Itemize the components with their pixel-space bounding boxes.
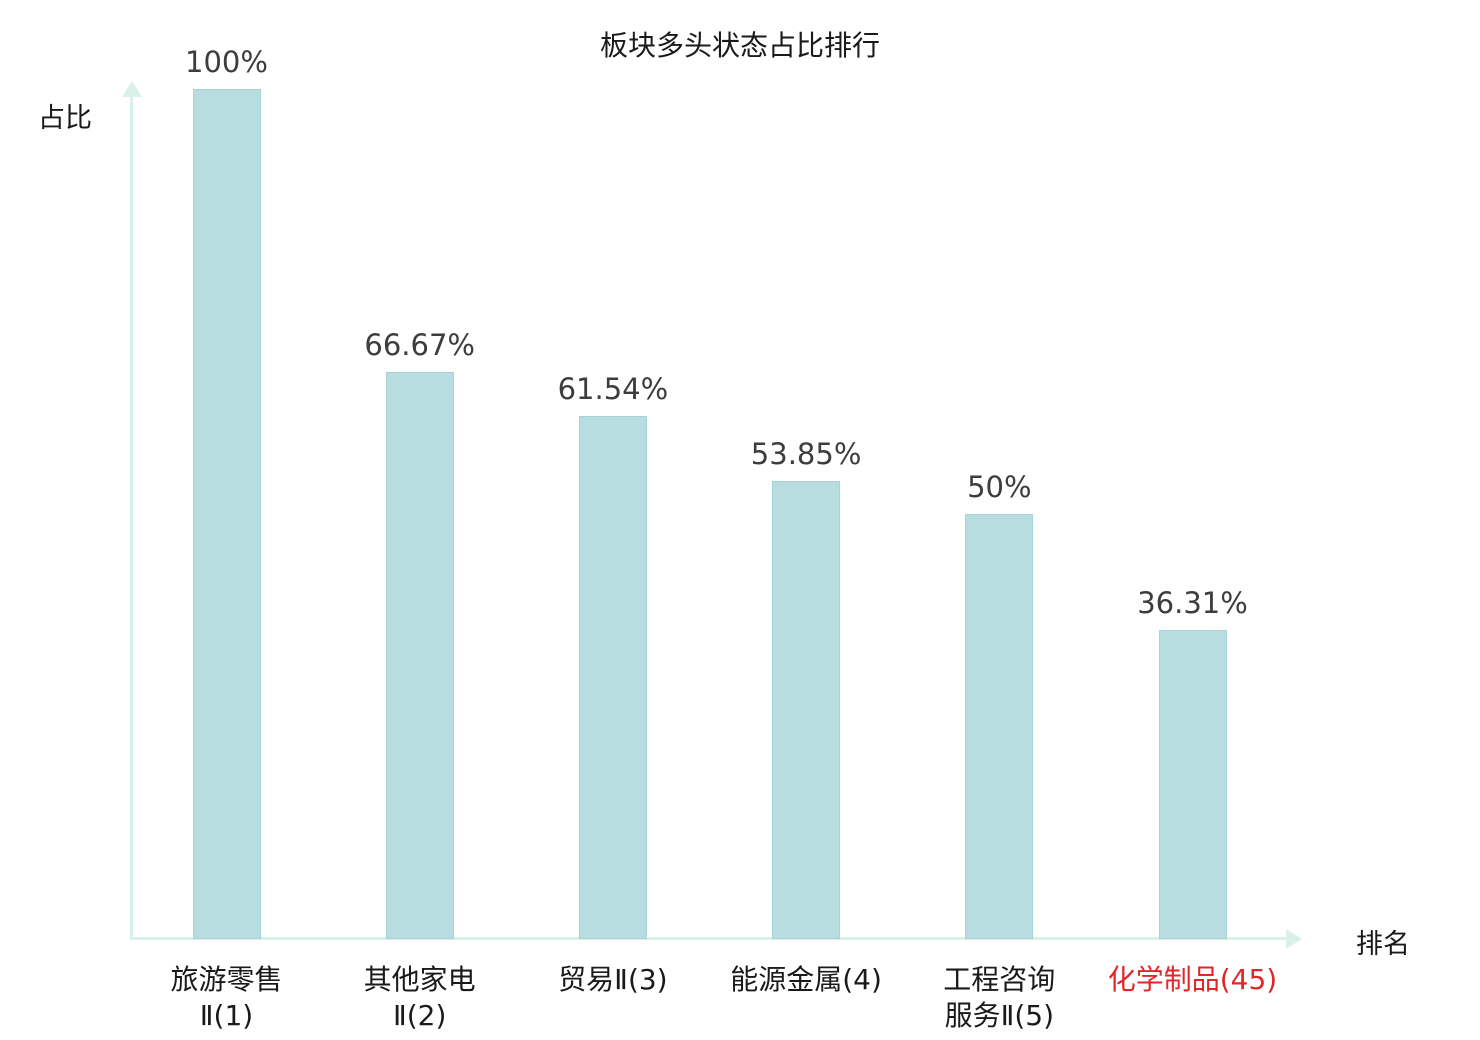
bar-category-label: 工程咨询 服务Ⅱ(5) [943, 963, 1056, 1032]
x-axis-label: 排名 [1356, 929, 1410, 960]
y-axis-arrow-icon [122, 81, 142, 97]
bar-category-label: 其他家电 Ⅱ(2) [363, 963, 476, 1032]
bar [1158, 630, 1227, 939]
bar-category-label: 贸易Ⅱ(3) [558, 963, 668, 996]
bar-category-label: 能源金属(4) [730, 963, 882, 996]
chart-title: 板块多头状态占比排行 [599, 29, 880, 62]
bar [772, 481, 841, 939]
bar [965, 514, 1034, 939]
bar [578, 416, 647, 939]
bar-value-label: 36.31% [1137, 586, 1248, 620]
bar-value-label: 53.85% [750, 437, 862, 471]
bar [385, 372, 454, 939]
y-axis-line [130, 96, 133, 940]
bar-category-label: 化学制品(45) [1107, 963, 1278, 996]
x-axis-line [130, 937, 1288, 940]
bar-value-label: 61.54% [557, 372, 669, 406]
bar [192, 89, 261, 939]
bar-value-label: 50% [967, 470, 1032, 504]
y-axis-label: 占比 [38, 103, 92, 134]
bar-category-label: 旅游零售 Ⅱ(1) [170, 963, 283, 1032]
x-axis-arrow-icon [1286, 929, 1302, 949]
bar-value-label: 66.67% [364, 328, 475, 362]
bar-value-label: 100% [185, 45, 268, 79]
